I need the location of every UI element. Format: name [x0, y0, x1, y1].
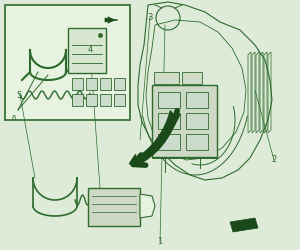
Bar: [182, 72, 202, 84]
Bar: [86, 94, 97, 106]
Bar: [158, 92, 180, 108]
Bar: [158, 113, 180, 129]
Text: 6: 6: [12, 115, 16, 121]
Bar: [100, 94, 111, 106]
Polygon shape: [140, 194, 155, 218]
Bar: [88, 188, 140, 226]
Text: 1: 1: [158, 236, 163, 246]
Bar: [158, 134, 180, 150]
Text: 2: 2: [272, 156, 277, 164]
Bar: [154, 72, 179, 84]
Bar: [72, 78, 83, 90]
Text: 4: 4: [87, 46, 93, 54]
Bar: [68, 28, 106, 73]
Bar: [186, 113, 208, 129]
Text: 5: 5: [16, 90, 22, 100]
Polygon shape: [105, 18, 118, 22]
Bar: [100, 78, 111, 90]
Bar: [86, 78, 97, 90]
Bar: [186, 92, 208, 108]
Bar: [72, 94, 83, 106]
Bar: [5, 5, 130, 120]
Bar: [152, 85, 217, 157]
Polygon shape: [138, 2, 272, 180]
Bar: [114, 78, 125, 90]
Bar: [186, 134, 208, 150]
Text: 3: 3: [147, 12, 153, 22]
Polygon shape: [230, 218, 258, 232]
Bar: [114, 94, 125, 106]
